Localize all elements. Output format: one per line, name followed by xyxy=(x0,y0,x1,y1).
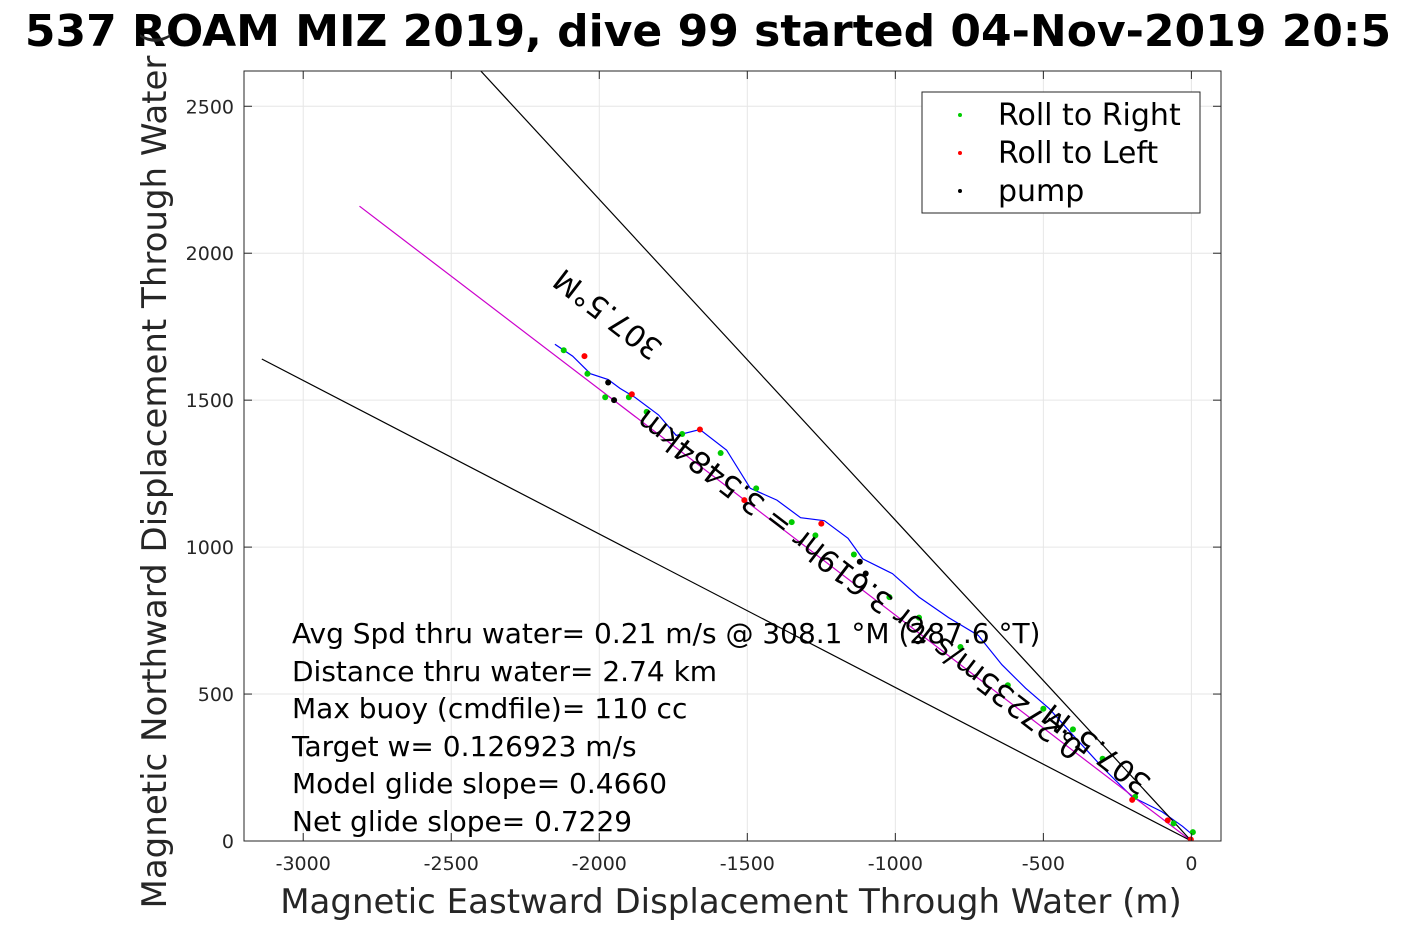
pump-point xyxy=(862,570,869,577)
y-tick-label: 1000 xyxy=(186,537,234,559)
legend-label-roll-right: Roll to Right xyxy=(998,98,1181,133)
roll-to-right-point xyxy=(1170,820,1177,827)
stats-line-model-glide: Model glide slope= 0.4660 xyxy=(292,767,667,800)
series-markers xyxy=(560,347,1196,841)
x-tick-label: 0 xyxy=(1185,853,1197,875)
legend-marker-roll-left xyxy=(958,151,962,155)
x-tick-label: -500 xyxy=(1022,853,1065,875)
pump-point xyxy=(611,397,618,404)
x-tick-label: -1000 xyxy=(868,853,923,875)
stats-line-avg-speed: Avg Spd thru water= 0.21 m/s @ 308.1 °M … xyxy=(292,617,1040,650)
roll-to-right-point xyxy=(1069,726,1076,733)
x-axis-label: Magnetic Eastward Displacement Through W… xyxy=(280,882,1182,922)
stats-line-target-w: Target w= 0.126923 m/s xyxy=(291,730,637,763)
chart-title: 537 ROAM MIZ 2019, dive 99 started 04-No… xyxy=(25,6,1391,57)
x-tick-label: -1500 xyxy=(720,853,775,875)
y-tick-label: 500 xyxy=(198,684,234,706)
pump-point xyxy=(605,379,612,386)
roll-to-left-point xyxy=(628,391,635,398)
roll-to-right-point xyxy=(584,370,591,377)
legend: Roll to Right Roll to Left pump xyxy=(921,91,1201,214)
roll-to-right-point xyxy=(1099,755,1106,762)
legend-label-roll-left: Roll to Left xyxy=(998,136,1158,171)
legend-marker-roll-right xyxy=(958,113,962,117)
roll-to-right-point xyxy=(957,644,964,651)
roll-to-left-point xyxy=(1187,836,1194,841)
y-tick-label: 1500 xyxy=(186,390,234,412)
roll-to-right-point xyxy=(643,408,650,415)
y-tick-label: 0 xyxy=(222,831,234,853)
roll-to-right-point xyxy=(886,594,893,601)
axes-box xyxy=(243,70,1222,842)
roll-to-right-point xyxy=(1004,682,1011,689)
roll-to-left-point xyxy=(1164,817,1171,824)
legend-marker-pump xyxy=(958,189,962,193)
y-axis-label: Magnetic Northward Displacement Through … xyxy=(135,32,175,909)
roll-to-left-point xyxy=(581,353,588,360)
roll-to-right-point xyxy=(753,485,760,492)
heading-line-line xyxy=(359,205,1192,841)
roll-to-left-point xyxy=(1129,796,1136,803)
roll-to-right-point xyxy=(916,614,923,621)
bound-2-line xyxy=(261,358,1192,841)
roll-to-right-point xyxy=(602,394,609,401)
x-tick-label: -2500 xyxy=(424,853,479,875)
x-tick-label: -2000 xyxy=(572,853,627,875)
stats-line-net-glide: Net glide slope= 0.7229 xyxy=(292,805,632,838)
roll-to-left-point xyxy=(818,520,825,527)
legend-label-pump: pump xyxy=(998,174,1084,209)
roll-to-right-point xyxy=(679,430,686,437)
y-tick-label: 2000 xyxy=(186,243,234,265)
roll-to-right-point xyxy=(1189,829,1196,836)
ticks: -3000 -2500 -2000 -1500 -1000 -500 0 0 500 1000 15… xyxy=(186,71,1221,875)
roll-to-right-point xyxy=(560,347,567,354)
stats-line-max-buoy: Max buoy (cmdfile)= 110 cc xyxy=(292,692,687,725)
roll-to-right-point xyxy=(812,532,819,539)
y-tick-label: 2500 xyxy=(186,96,234,118)
x-tick-label: -3000 xyxy=(276,853,331,875)
roll-to-left-point xyxy=(696,426,703,433)
roll-to-left-point xyxy=(741,497,748,504)
pump-point xyxy=(856,558,863,565)
bound-1-line xyxy=(480,71,1192,841)
roll-to-right-point xyxy=(1040,705,1047,712)
roll-to-right-point xyxy=(717,450,724,457)
stats-line-distance: Distance thru water= 2.74 km xyxy=(292,655,717,688)
roll-to-right-point xyxy=(850,551,857,558)
legend-box xyxy=(921,91,1201,214)
roll-to-right-point xyxy=(788,519,795,526)
